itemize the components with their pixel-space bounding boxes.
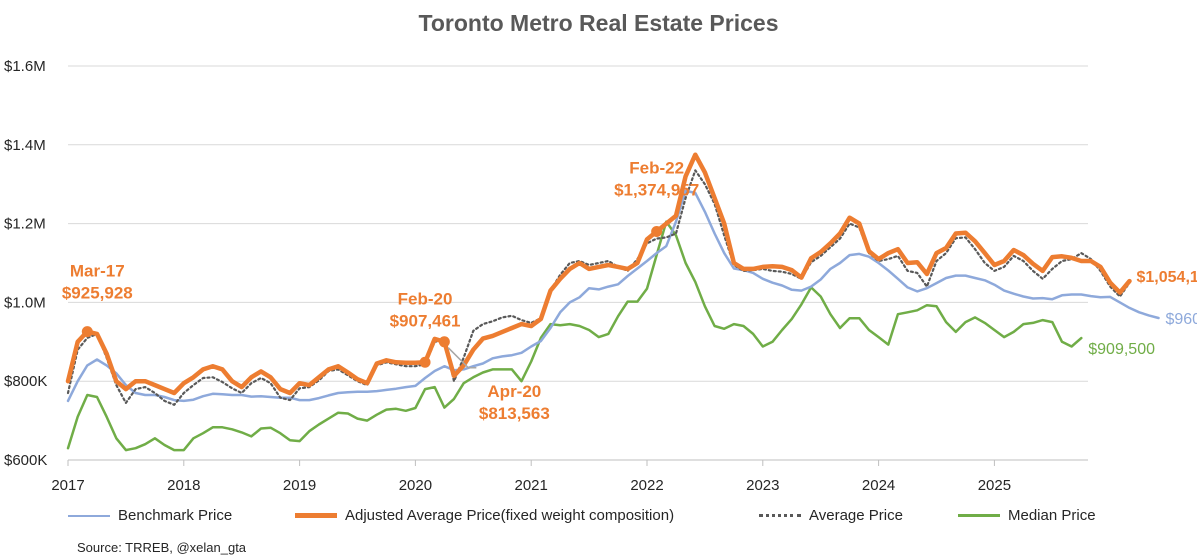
series-line-benchmark-price — [66, 189, 1160, 403]
legend-label-median: Median Price — [1008, 507, 1096, 524]
annotation-marker — [81, 326, 93, 338]
legend-item-average: Average Price — [759, 507, 903, 524]
x-tick-label: 2018 — [167, 477, 200, 494]
x-tick-label: 2025 — [978, 477, 1011, 494]
series-line-average-price — [66, 169, 1131, 406]
x-tick-label: 2021 — [515, 477, 548, 494]
annotation-marker — [651, 225, 663, 237]
x-tick-label: 2024 — [862, 477, 895, 494]
legend-swatch-benchmark — [68, 514, 110, 517]
x-tick-label: 2022 — [630, 477, 663, 494]
annotation-label: $1,374,957 — [614, 180, 699, 199]
annotation-label: $925,928 — [62, 284, 133, 303]
annotation-label: $907,461 — [390, 311, 461, 330]
annotation-marker — [438, 336, 450, 348]
annotation-marker — [419, 356, 431, 368]
y-tick-label: $1.6M — [4, 58, 46, 75]
legend-item-median: Median Price — [958, 507, 1096, 524]
annotation-label: Mar-17 — [70, 262, 125, 281]
y-tick-label: $1.4M — [4, 137, 46, 154]
legend-label-benchmark: Benchmark Price — [118, 507, 233, 524]
y-tick-label: $800K — [4, 373, 47, 390]
y-tick-label: $1.2M — [4, 216, 46, 233]
source-note: Source: TRREB, @xelan_gta — [77, 540, 247, 555]
legend-label-adjusted-average: Adjusted Average Price(fixed weight comp… — [345, 507, 675, 524]
legend-swatch-adjusted-average — [295, 513, 337, 518]
end-label-adjusted-average-price: $1,054,126 — [1137, 269, 1197, 286]
legend-label-average: Average Price — [809, 507, 903, 524]
series-line-adjusted-average-price — [65, 152, 1132, 396]
annotation-label: Feb-22 — [629, 158, 684, 177]
end-label-median-price: $909,500 — [1088, 341, 1155, 358]
legend-item-adjusted-average: Adjusted Average Price(fixed weight comp… — [295, 507, 674, 524]
y-tick-label: $600K — [4, 452, 47, 469]
x-tick-label: 2017 — [51, 477, 84, 494]
y-tick-label: $1.0M — [4, 294, 46, 311]
x-tick-label: 2019 — [283, 477, 316, 494]
annotation-leader-line — [447, 347, 477, 369]
series-line-median-price — [66, 220, 1083, 452]
annotation-label: Feb-20 — [398, 289, 453, 308]
legend-swatch-average — [759, 514, 801, 517]
x-tick-label: 2023 — [746, 477, 779, 494]
legend-swatch-median — [958, 514, 1000, 517]
annotation-label: Apr-20 — [487, 382, 541, 401]
chart-title: Toronto Metro Real Estate Prices — [418, 10, 779, 36]
x-tick-label: 2020 — [399, 477, 432, 494]
legend-item-benchmark: Benchmark Price — [68, 507, 232, 524]
annotation-label: $813,563 — [479, 404, 550, 423]
end-label-benchmark-price: $960,300 — [1165, 311, 1197, 328]
